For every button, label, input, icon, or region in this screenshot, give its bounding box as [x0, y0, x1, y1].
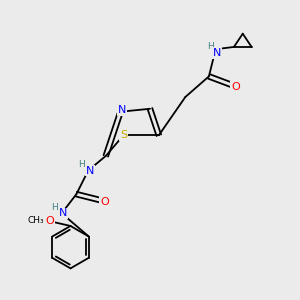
Text: N: N	[59, 208, 67, 218]
Text: O: O	[100, 196, 109, 206]
Text: S: S	[120, 130, 127, 140]
Text: N: N	[118, 105, 126, 115]
Text: N: N	[213, 48, 221, 58]
Text: H: H	[207, 42, 214, 51]
Text: O: O	[231, 82, 240, 92]
Text: H: H	[78, 160, 85, 169]
Text: O: O	[46, 216, 54, 226]
Text: N: N	[85, 166, 94, 176]
Text: H: H	[52, 203, 58, 212]
Text: CH₃: CH₃	[28, 216, 44, 225]
